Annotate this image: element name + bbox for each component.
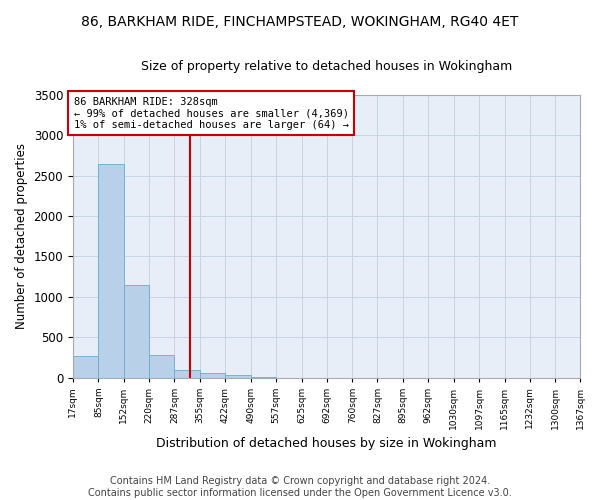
Bar [200, 372, 225, 378]
Bar [73, 356, 98, 378]
Text: Contains HM Land Registry data © Crown copyright and database right 2024.
Contai: Contains HM Land Registry data © Crown c… [88, 476, 512, 498]
X-axis label: Distribution of detached houses by size in Wokingham: Distribution of detached houses by size … [157, 437, 497, 450]
Bar [175, 370, 200, 378]
Bar [149, 354, 175, 378]
Text: 86, BARKHAM RIDE, FINCHAMPSTEAD, WOKINGHAM, RG40 4ET: 86, BARKHAM RIDE, FINCHAMPSTEAD, WOKINGH… [82, 15, 518, 29]
Bar [98, 164, 124, 378]
Title: Size of property relative to detached houses in Wokingham: Size of property relative to detached ho… [141, 60, 512, 73]
Bar [225, 374, 251, 378]
Text: 86 BARKHAM RIDE: 328sqm
← 99% of detached houses are smaller (4,369)
1% of semi-: 86 BARKHAM RIDE: 328sqm ← 99% of detache… [74, 96, 349, 130]
Y-axis label: Number of detached properties: Number of detached properties [15, 144, 28, 330]
Bar [124, 286, 149, 378]
